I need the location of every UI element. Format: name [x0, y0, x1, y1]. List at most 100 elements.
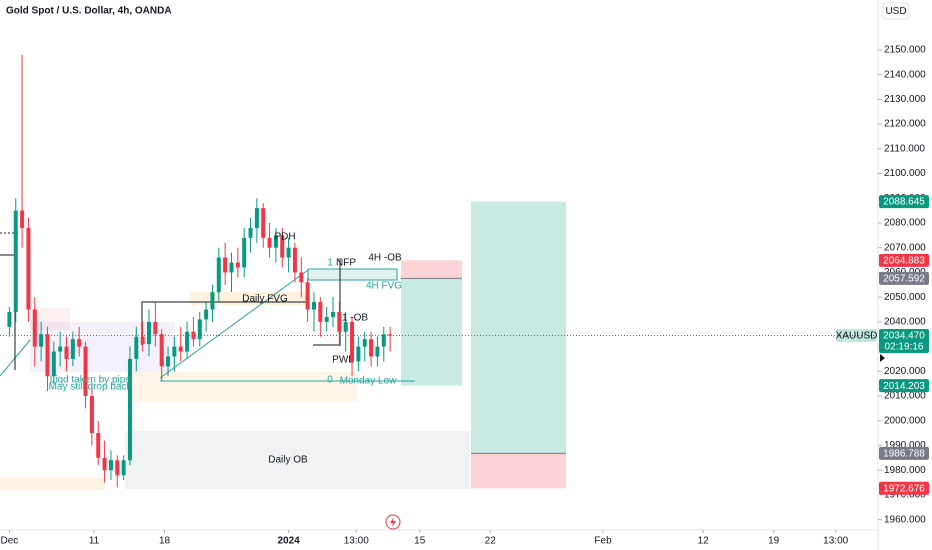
candle-body [356, 346, 361, 362]
price-badge [879, 481, 929, 495]
position-zone [471, 453, 566, 489]
structure-line [313, 258, 341, 346]
y-tick-label: 2050.000 [884, 292, 926, 303]
candle-body [83, 346, 88, 397]
price-badge [879, 446, 929, 460]
x-tick-label: 13:00 [823, 536, 848, 547]
candle-body [108, 460, 113, 471]
price-badge [879, 379, 929, 393]
y-tick-label: 2120.000 [884, 119, 926, 130]
y-tick-label: 1980.000 [884, 465, 926, 476]
candle-body [178, 346, 183, 352]
candle-body [324, 316, 329, 322]
annotation: Monday Low [340, 376, 397, 387]
y-tick-label: 1970.000 [884, 490, 926, 501]
price-badge-label: 2088.645 [883, 197, 925, 208]
candle-body [140, 336, 145, 345]
x-tick-label: 19 [768, 536, 780, 547]
candle-body [210, 292, 215, 310]
candle-body [248, 227, 253, 238]
candle-body [115, 460, 120, 476]
candle-body [32, 309, 37, 347]
annotation: Liqd taken by pips [50, 375, 131, 386]
position-zone [401, 278, 462, 386]
annotation: 0 [327, 375, 333, 386]
candle-body [89, 396, 94, 434]
x-tick-label: Dec [1, 536, 19, 547]
event-icon[interactable] [385, 514, 401, 530]
annotation: 4H FVG [366, 281, 402, 292]
candle-body [197, 319, 202, 340]
candle-body [204, 309, 209, 320]
candle-body [261, 208, 266, 238]
candle-body [45, 334, 50, 377]
candle-body [337, 311, 342, 332]
daily-ob-zone [125, 431, 470, 489]
candle-body [273, 235, 278, 248]
candle-body [102, 457, 107, 471]
candle-body [362, 339, 367, 347]
price-badge-label: 2057.592 [883, 274, 925, 285]
price-badge [879, 253, 929, 267]
candle-body [216, 257, 221, 293]
y-tick-label: 2110.000 [884, 143, 925, 154]
x-tick-label: 13:00 [344, 536, 369, 547]
axis-arrow [880, 354, 885, 362]
annotation: PWL [332, 355, 354, 366]
y-tick-label: 1990.000 [884, 440, 926, 451]
annotation: 1 [327, 258, 333, 269]
x-tick-label: 2024 [277, 536, 300, 547]
symbol-badge [836, 329, 877, 343]
y-tick-label: 2040.000 [884, 316, 926, 327]
position-zone [401, 260, 462, 279]
candle-body [96, 433, 101, 458]
y-tick-label: 2080.000 [884, 218, 926, 229]
candle-body [343, 321, 348, 332]
x-tick-label: 11 [89, 536, 100, 547]
candle-body [331, 311, 336, 317]
candle-body [381, 334, 386, 347]
price-badge-label: 2014.203 [883, 381, 925, 392]
candle-body [172, 346, 177, 357]
y-tick-label: 2020.000 [884, 366, 926, 377]
candle-body [127, 358, 132, 461]
candle-body [58, 346, 63, 352]
currency-box[interactable] [882, 2, 910, 20]
annotation: 4H -OB [368, 253, 402, 264]
event-icon [390, 517, 396, 527]
annotation: May still drop back [49, 382, 133, 393]
x-tick-label: 18 [159, 536, 171, 547]
y-tick-label: 2100.000 [884, 168, 926, 179]
price-badge-label: 2064.883 [883, 255, 925, 266]
x-tick-label: 12 [698, 536, 710, 547]
structure-line [141, 301, 308, 345]
annotation: 1 -OB [342, 313, 368, 324]
x-tick-label: Feb [594, 536, 612, 547]
zone [130, 372, 358, 402]
candle-body [64, 346, 69, 359]
candle-body [191, 331, 196, 340]
candle-body [77, 339, 82, 347]
x-tick-label: 15 [414, 536, 426, 547]
candle-body [51, 351, 56, 377]
candle-body [159, 334, 164, 367]
candle-body [229, 262, 234, 273]
candle-body [311, 302, 316, 310]
y-tick-label: 2130.000 [884, 94, 926, 105]
last-price-badge [879, 329, 929, 354]
candle-body [235, 262, 240, 268]
trend-line [159, 269, 309, 379]
price-badge [879, 195, 929, 209]
annotation: Daily OB [268, 455, 308, 466]
candle-body [318, 302, 323, 322]
candle-body [286, 247, 291, 258]
currency-label: USD [885, 6, 906, 17]
last-price-label: 2034.470 [883, 331, 925, 342]
y-tick-label: 2070.000 [884, 242, 926, 253]
candle-body [292, 247, 297, 273]
candle-body [305, 282, 310, 310]
candle-body [153, 321, 158, 335]
y-tick-label: 2000.000 [884, 415, 926, 426]
